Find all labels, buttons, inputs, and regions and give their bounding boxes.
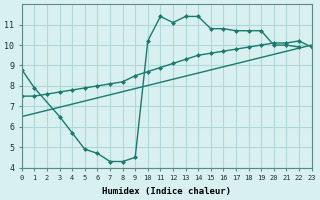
X-axis label: Humidex (Indice chaleur): Humidex (Indice chaleur) — [102, 187, 231, 196]
